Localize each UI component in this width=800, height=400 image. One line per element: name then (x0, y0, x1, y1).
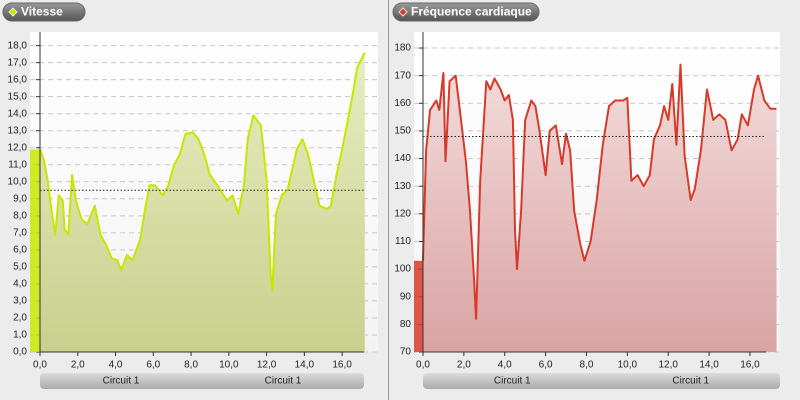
y-tick-label: 4,0 (13, 279, 27, 290)
x-tick-label: 12,0 (658, 360, 678, 371)
y-tick-label: 15,0 (8, 91, 28, 102)
y-tick-label: 140 (394, 153, 411, 164)
x-tick-label: 0,0 (33, 360, 47, 371)
y-tick-label: 8,0 (13, 210, 27, 221)
y-tick-label: 7,0 (13, 227, 27, 238)
y-tick-label: 13,0 (8, 125, 28, 136)
chart-panel: Vitesse 0,0 1,0 2,0 3,0 4,0 5,0 6,0 7,0 8,0 9,0 10,… (2, 2, 378, 389)
y-tick-label: 17,0 (8, 57, 28, 68)
y-tick-label: 1,0 (13, 330, 27, 341)
y-tick-label: 18,0 (8, 40, 28, 51)
pill-icon (8, 7, 18, 17)
y-tick-label: 160 (394, 98, 411, 109)
y-tick-label: 130 (394, 181, 411, 192)
start-bar (414, 260, 423, 352)
chart-title: Fréquence cardiaque (411, 5, 532, 19)
line (39, 51, 366, 292)
y-tick-label: 11,0 (8, 159, 27, 170)
y-tick-label: 0,0 (13, 347, 27, 358)
y-tick-label: 10,0 (8, 176, 28, 187)
section-label: Circuit 1 (672, 376, 709, 387)
y-tick-label: 12,0 (8, 142, 28, 153)
chart-title: Vitesse (21, 5, 63, 19)
chart-panel: Fréquence cardiaque 70 80 90 100 110 120 130 140… (392, 2, 780, 389)
y-tick-label: 90 (400, 291, 412, 302)
x-tick-label: 4,0 (498, 360, 512, 371)
x-tick-label: 2,0 (457, 360, 471, 371)
line (422, 63, 777, 320)
y-tick-label: 120 (394, 208, 411, 219)
x-tick-label: 10,0 (618, 360, 638, 371)
x-tick-label: 16,0 (740, 360, 760, 371)
y-tick-label: 14,0 (8, 108, 28, 119)
x-tick-label: 6,0 (146, 360, 160, 371)
x-tick-label: 14,0 (699, 360, 719, 371)
y-tick-label: 3,0 (13, 296, 27, 307)
pill-bg (392, 2, 540, 22)
start-bar (30, 149, 41, 352)
y-tick-label: 70 (400, 347, 412, 358)
y-tick-label: 6,0 (13, 245, 27, 256)
y-tick-label: 180 (394, 43, 411, 54)
y-tick-label: 150 (394, 126, 411, 137)
y-tick-label: 80 (400, 319, 412, 330)
pill-bg (2, 2, 86, 22)
y-tick-label: 2,0 (13, 313, 27, 324)
y-tick-label: 110 (395, 236, 411, 247)
area (40, 52, 365, 353)
section-label: Circuit 1 (265, 376, 302, 387)
y-tick-label: 9,0 (13, 193, 27, 204)
section-label: Circuit 1 (103, 376, 140, 387)
y-tick-label: 170 (394, 70, 411, 81)
x-tick-label: 10,0 (219, 360, 239, 371)
x-tick-label: 12,0 (257, 360, 277, 371)
y-tick-label: 16,0 (8, 74, 28, 85)
x-tick-label: 14,0 (295, 360, 315, 371)
y-tick-label: 5,0 (13, 262, 27, 273)
x-tick-label: 2,0 (71, 360, 85, 371)
section-label: Circuit 1 (494, 376, 531, 387)
y-tick-label: 100 (394, 264, 411, 275)
x-tick-label: 8,0 (580, 360, 594, 371)
x-tick-label: 16,0 (332, 360, 352, 371)
header-pill: Fréquence cardiaque (392, 2, 540, 22)
x-tick-label: 0,0 (416, 360, 430, 371)
pill-icon (398, 7, 408, 17)
header-pill: Vitesse (2, 2, 86, 22)
section-band (422, 373, 780, 389)
x-tick-label: 4,0 (109, 360, 123, 371)
x-tick-label: 6,0 (539, 360, 553, 371)
x-tick-label: 8,0 (184, 360, 198, 371)
section-band (40, 373, 364, 389)
